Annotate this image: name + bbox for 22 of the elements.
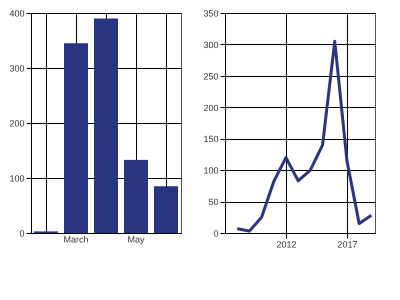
- y-tick-label: 150: [203, 134, 218, 144]
- y-tick-label: 200: [9, 118, 24, 128]
- bar: [64, 43, 88, 233]
- y-tick-label: 300: [203, 40, 218, 50]
- y-tick-label: 350: [203, 8, 218, 18]
- y-tick-label: 0: [213, 228, 218, 238]
- y-tick-label: 0: [19, 228, 24, 238]
- x-tick-label: 2012: [276, 240, 296, 250]
- y-tick-label: 100: [203, 166, 218, 176]
- y-tick-label: 50: [208, 197, 218, 208]
- y-tick-label: 250: [203, 71, 218, 82]
- x-tick-label: March: [63, 234, 89, 244]
- y-tick-label: 100: [9, 174, 24, 184]
- line-series: [236, 40, 373, 233]
- bar: [124, 160, 148, 233]
- y-tick-label: 300: [9, 64, 24, 74]
- bar: [154, 186, 178, 233]
- y-tick-label: 400: [9, 8, 24, 18]
- y-tick-label: 200: [203, 102, 218, 113]
- bar: [94, 18, 118, 233]
- x-tick-label: 2017: [337, 240, 358, 250]
- x-tick-label: May: [127, 234, 145, 244]
